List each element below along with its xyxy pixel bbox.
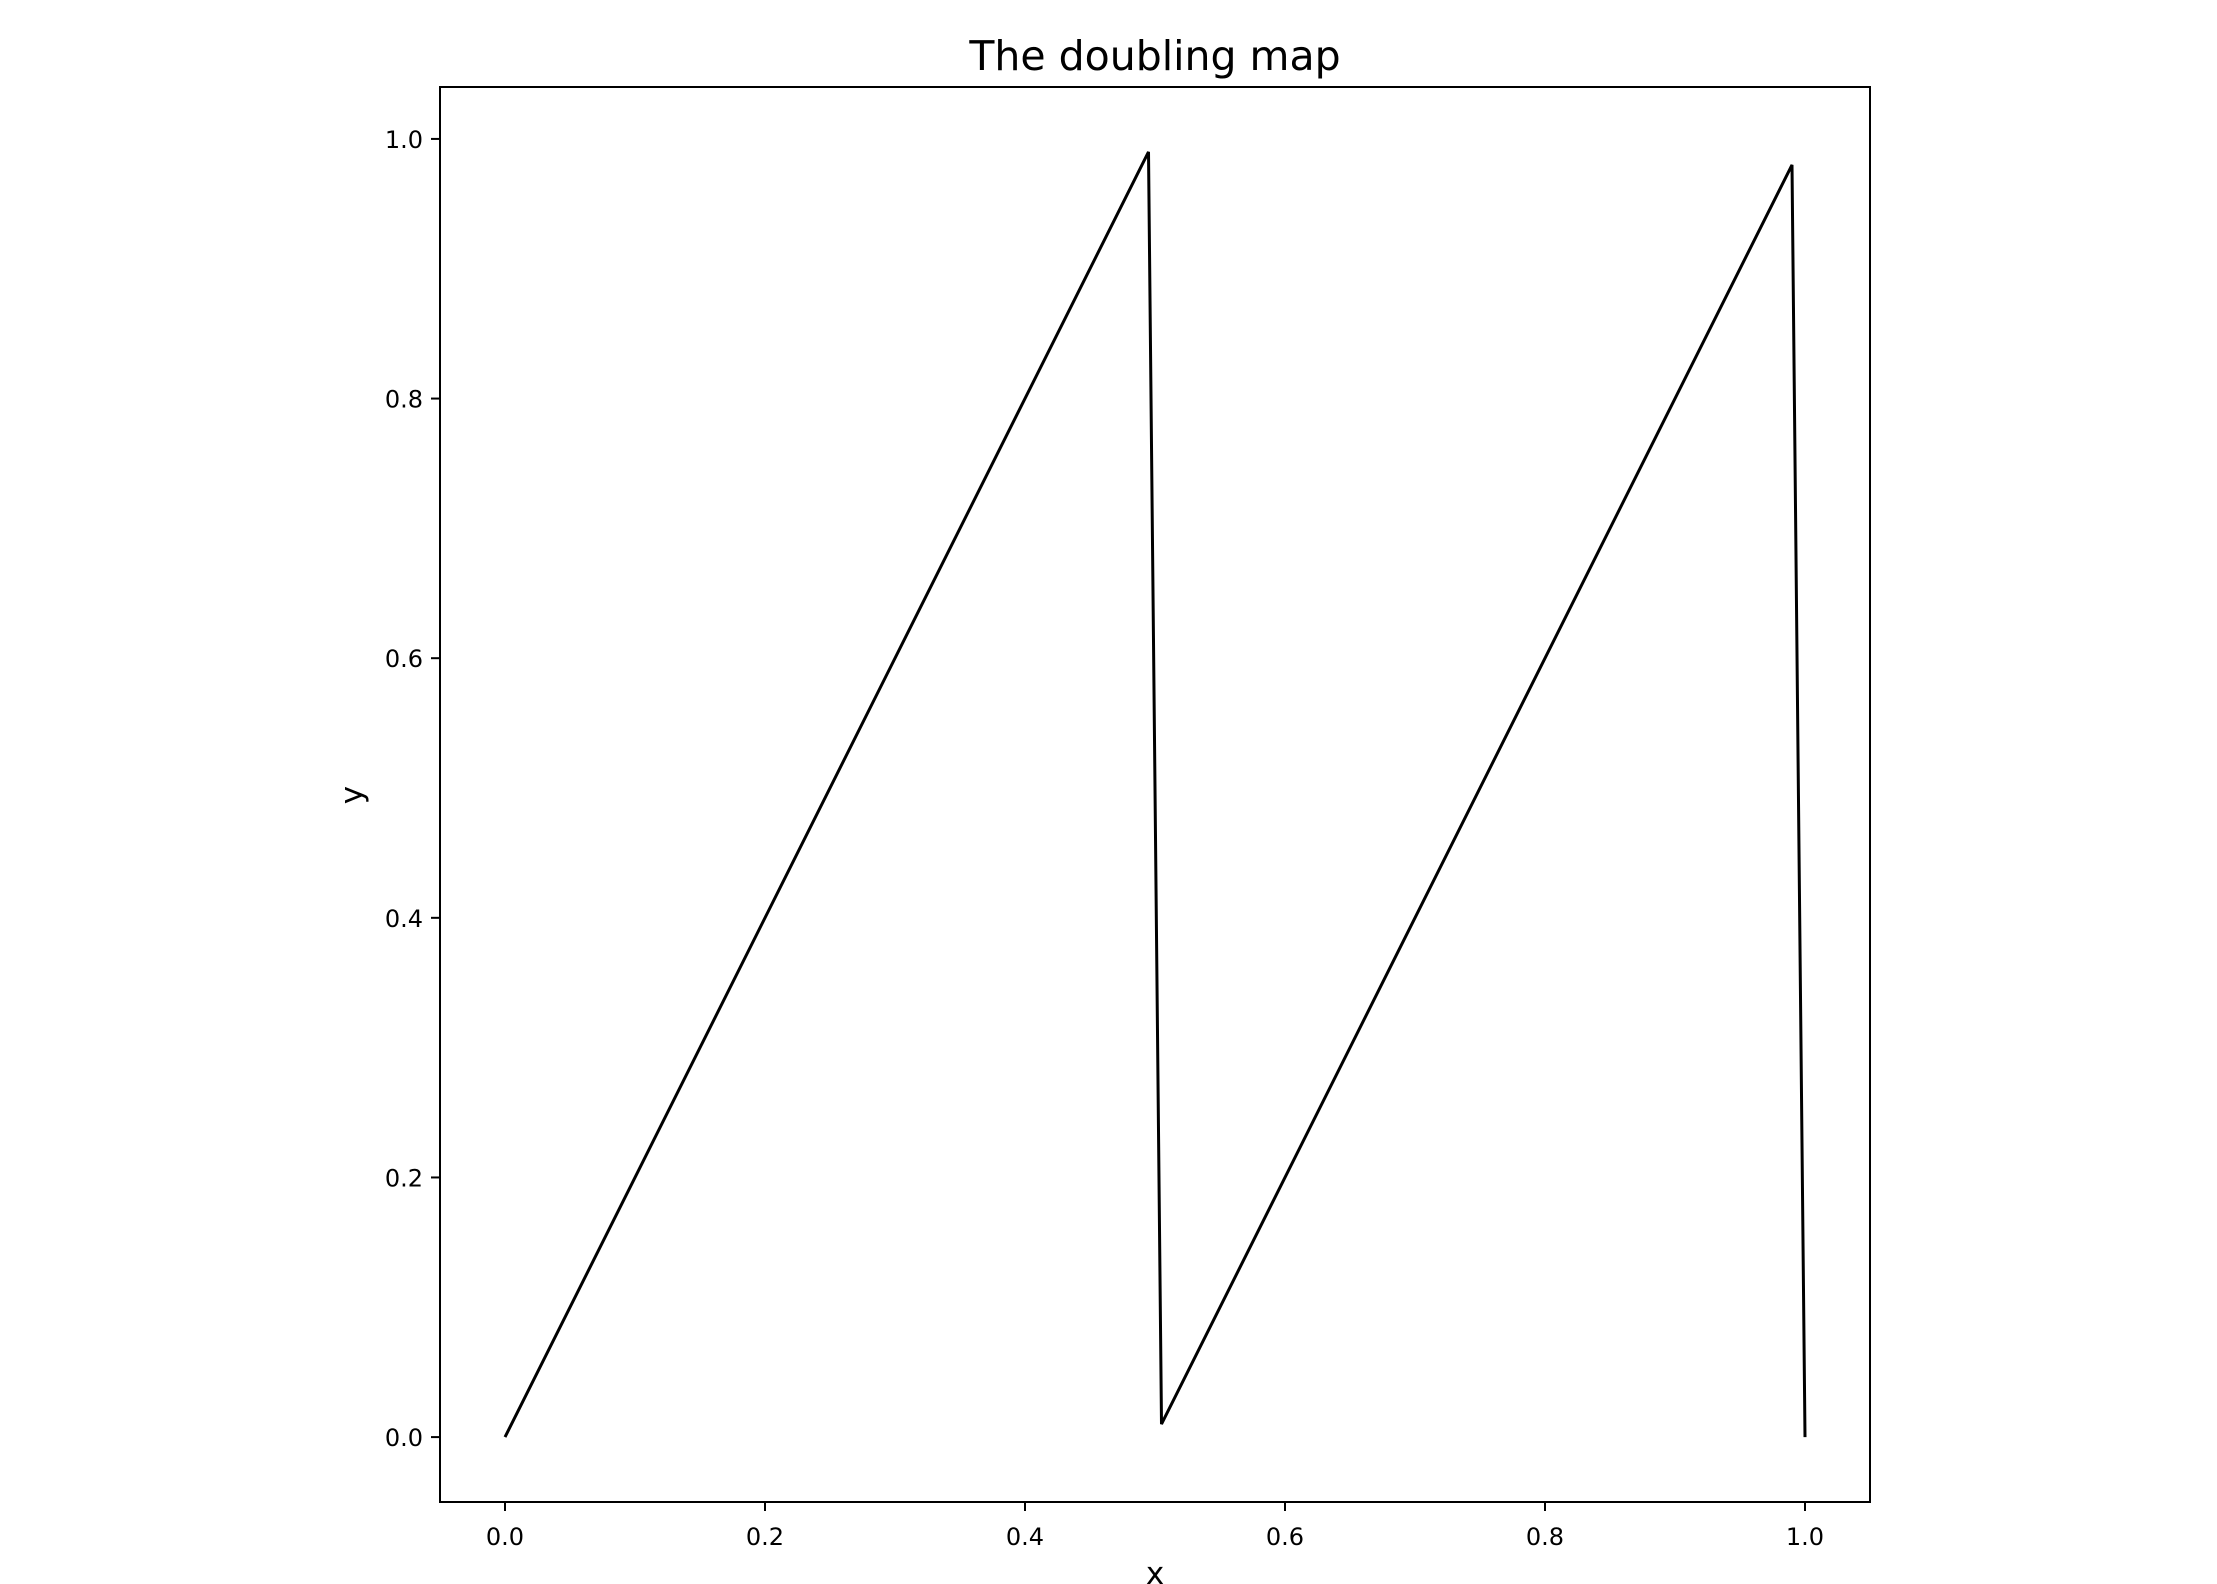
y-tick-label: 0.2 xyxy=(385,1164,423,1192)
y-tick-label: 0.4 xyxy=(385,905,423,933)
y-tick-label: 0.0 xyxy=(385,1424,423,1452)
y-tick-label: 0.8 xyxy=(385,386,423,414)
x-tick-label: 0.0 xyxy=(486,1523,524,1551)
chart-title: The doubling map xyxy=(968,32,1340,80)
plot-area xyxy=(503,151,1807,1438)
y-axis-label: y xyxy=(334,786,370,804)
y-axis: 0.0 0.2 0.4 0.6 0.8 1.0 xyxy=(385,126,440,1452)
x-tick-label: 0.2 xyxy=(746,1523,784,1551)
y-tick-label: 1.0 xyxy=(385,126,423,154)
y-tick-label: 0.6 xyxy=(385,645,423,673)
axes-frame xyxy=(439,86,1871,1503)
x-tick-label: 0.6 xyxy=(1266,1523,1304,1551)
x-axis-label: x xyxy=(1146,1556,1164,1584)
x-axis: 0.0 0.2 0.4 0.6 0.8 1.0 xyxy=(486,1502,1824,1551)
x-tick-label: 1.0 xyxy=(1786,1523,1824,1551)
x-tick-label: 0.4 xyxy=(1006,1523,1044,1551)
x-tick-label: 0.8 xyxy=(1526,1523,1564,1551)
series-line xyxy=(503,151,1807,1438)
